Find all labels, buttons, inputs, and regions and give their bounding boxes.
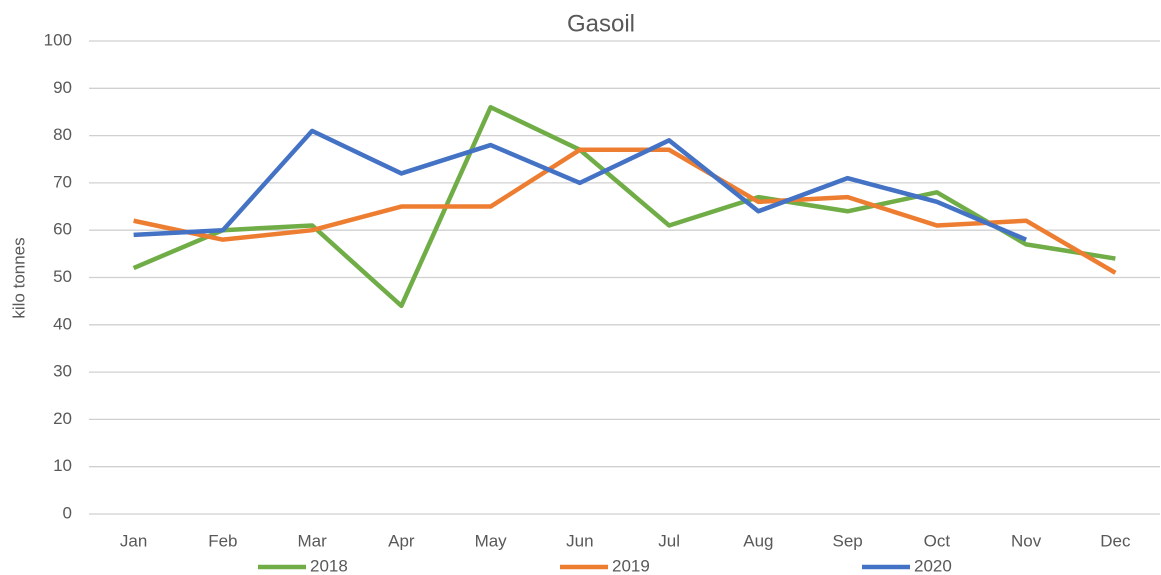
chart-title: Gasoil [567, 10, 635, 37]
y-tick-label: 40 [53, 314, 72, 333]
x-tick-label: Sep [833, 531, 863, 550]
y-tick-label: 20 [53, 409, 72, 428]
y-tick-label: 70 [53, 172, 72, 191]
y-tick-label: 30 [53, 362, 72, 381]
series-line [133, 128, 1028, 242]
x-tick-label: Oct [924, 531, 951, 550]
x-tick-label: Feb [208, 531, 237, 550]
x-tick-label: Nov [1011, 531, 1042, 550]
y-tick-label: 50 [53, 267, 72, 286]
y-tick-label: 100 [44, 30, 72, 49]
legend-label: 2020 [914, 556, 952, 575]
x-tick-label: Dec [1100, 531, 1131, 550]
series-line [132, 104, 1116, 309]
x-tick-label: Apr [388, 531, 415, 550]
legend-label: 2018 [310, 556, 348, 575]
series-line [133, 147, 1117, 275]
x-tick-label: Mar [297, 531, 327, 550]
x-tick-label: Jul [658, 531, 680, 550]
y-tick-label: 10 [53, 456, 72, 475]
y-tick-label: 80 [53, 125, 72, 144]
y-axis-label: kilo tonnes [9, 237, 28, 318]
y-tick-label: 60 [53, 220, 72, 239]
y-tick-label: 0 [63, 503, 72, 522]
x-tick-label: Jun [566, 531, 593, 550]
legend-label: 2019 [612, 556, 650, 575]
x-tick-label: Aug [743, 531, 773, 550]
y-tick-label: 90 [53, 78, 72, 97]
x-tick-label: May [475, 531, 508, 550]
x-tick-label: Jan [120, 531, 147, 550]
